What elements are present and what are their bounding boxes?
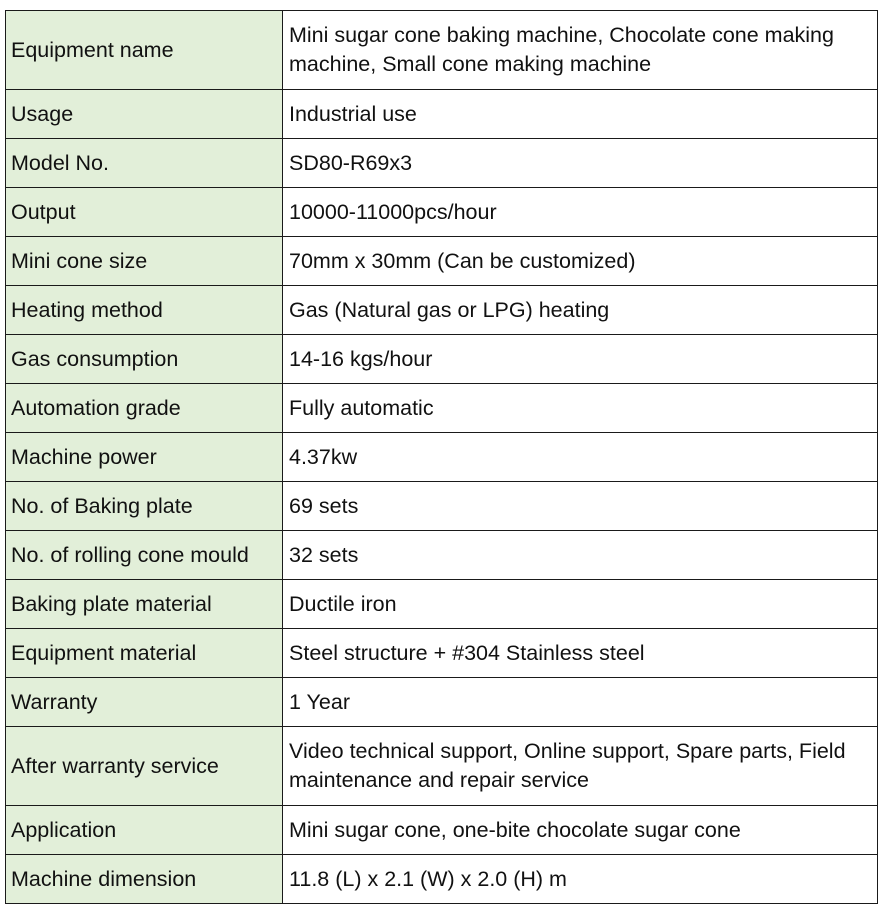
table-row: Machine dimension 11.8 (L) x 2.1 (W) x 2… [5,854,878,904]
table-row: Baking plate material Ductile iron [5,579,878,629]
row-value: 4.37kw [282,432,878,482]
row-label: Gas consumption [5,334,283,384]
row-label: Machine dimension [5,854,283,904]
row-label: Heating method [5,285,283,335]
row-value: 69 sets [282,481,878,531]
table-row: Model No. SD80-R69x3 [5,138,878,188]
table-row: No. of Baking plate 69 sets [5,481,878,531]
row-label: Usage [5,89,283,139]
row-value: SD80-R69x3 [282,138,878,188]
row-label: Automation grade [5,383,283,433]
row-label: No. of Baking plate [5,481,283,531]
row-value: Fully automatic [282,383,878,433]
row-label: Mini cone size [5,236,283,286]
row-label: Equipment name [5,10,283,90]
row-label: No. of rolling cone mould [5,530,283,580]
row-value: Mini sugar cone, one-bite chocolate suga… [282,805,878,855]
spec-table-body: Equipment name Mini sugar cone baking ma… [5,10,878,904]
spec-table: Equipment name Mini sugar cone baking ma… [5,10,878,904]
row-value: Industrial use [282,89,878,139]
table-row: No. of rolling cone mould 32 sets [5,530,878,580]
table-row: Heating method Gas (Natural gas or LPG) … [5,285,878,335]
row-value: Gas (Natural gas or LPG) heating [282,285,878,335]
table-row: Gas consumption 14-16 kgs/hour [5,334,878,384]
row-value: 14-16 kgs/hour [282,334,878,384]
table-row: Output 10000-11000pcs/hour [5,187,878,237]
table-row: Automation grade Fully automatic [5,383,878,433]
table-row: Usage Industrial use [5,89,878,139]
table-row: Application Mini sugar cone, one-bite ch… [5,805,878,855]
row-label: Model No. [5,138,283,188]
row-value: Video technical support, Online support,… [282,726,878,806]
row-label: After warranty service [5,726,283,806]
row-label: Machine power [5,432,283,482]
row-value: Mini sugar cone baking machine, Chocolat… [282,10,878,90]
table-row: Machine power 4.37kw [5,432,878,482]
table-row: Equipment material Steel structure + #30… [5,628,878,678]
row-value: Ductile iron [282,579,878,629]
row-label: Baking plate material [5,579,283,629]
table-row: After warranty service Video technical s… [5,726,878,806]
table-row: Mini cone size 70mm x 30mm (Can be custo… [5,236,878,286]
row-value: Steel structure + #304 Stainless steel [282,628,878,678]
row-value: 1 Year [282,677,878,727]
row-value: 10000-11000pcs/hour [282,187,878,237]
row-label: Output [5,187,283,237]
row-label: Equipment material [5,628,283,678]
row-value: 11.8 (L) x 2.1 (W) x 2.0 (H) m [282,854,878,904]
row-label: Application [5,805,283,855]
row-value: 70mm x 30mm (Can be customized) [282,236,878,286]
table-row: Equipment name Mini sugar cone baking ma… [5,10,878,90]
table-row: Warranty 1 Year [5,677,878,727]
row-value: 32 sets [282,530,878,580]
row-label: Warranty [5,677,283,727]
